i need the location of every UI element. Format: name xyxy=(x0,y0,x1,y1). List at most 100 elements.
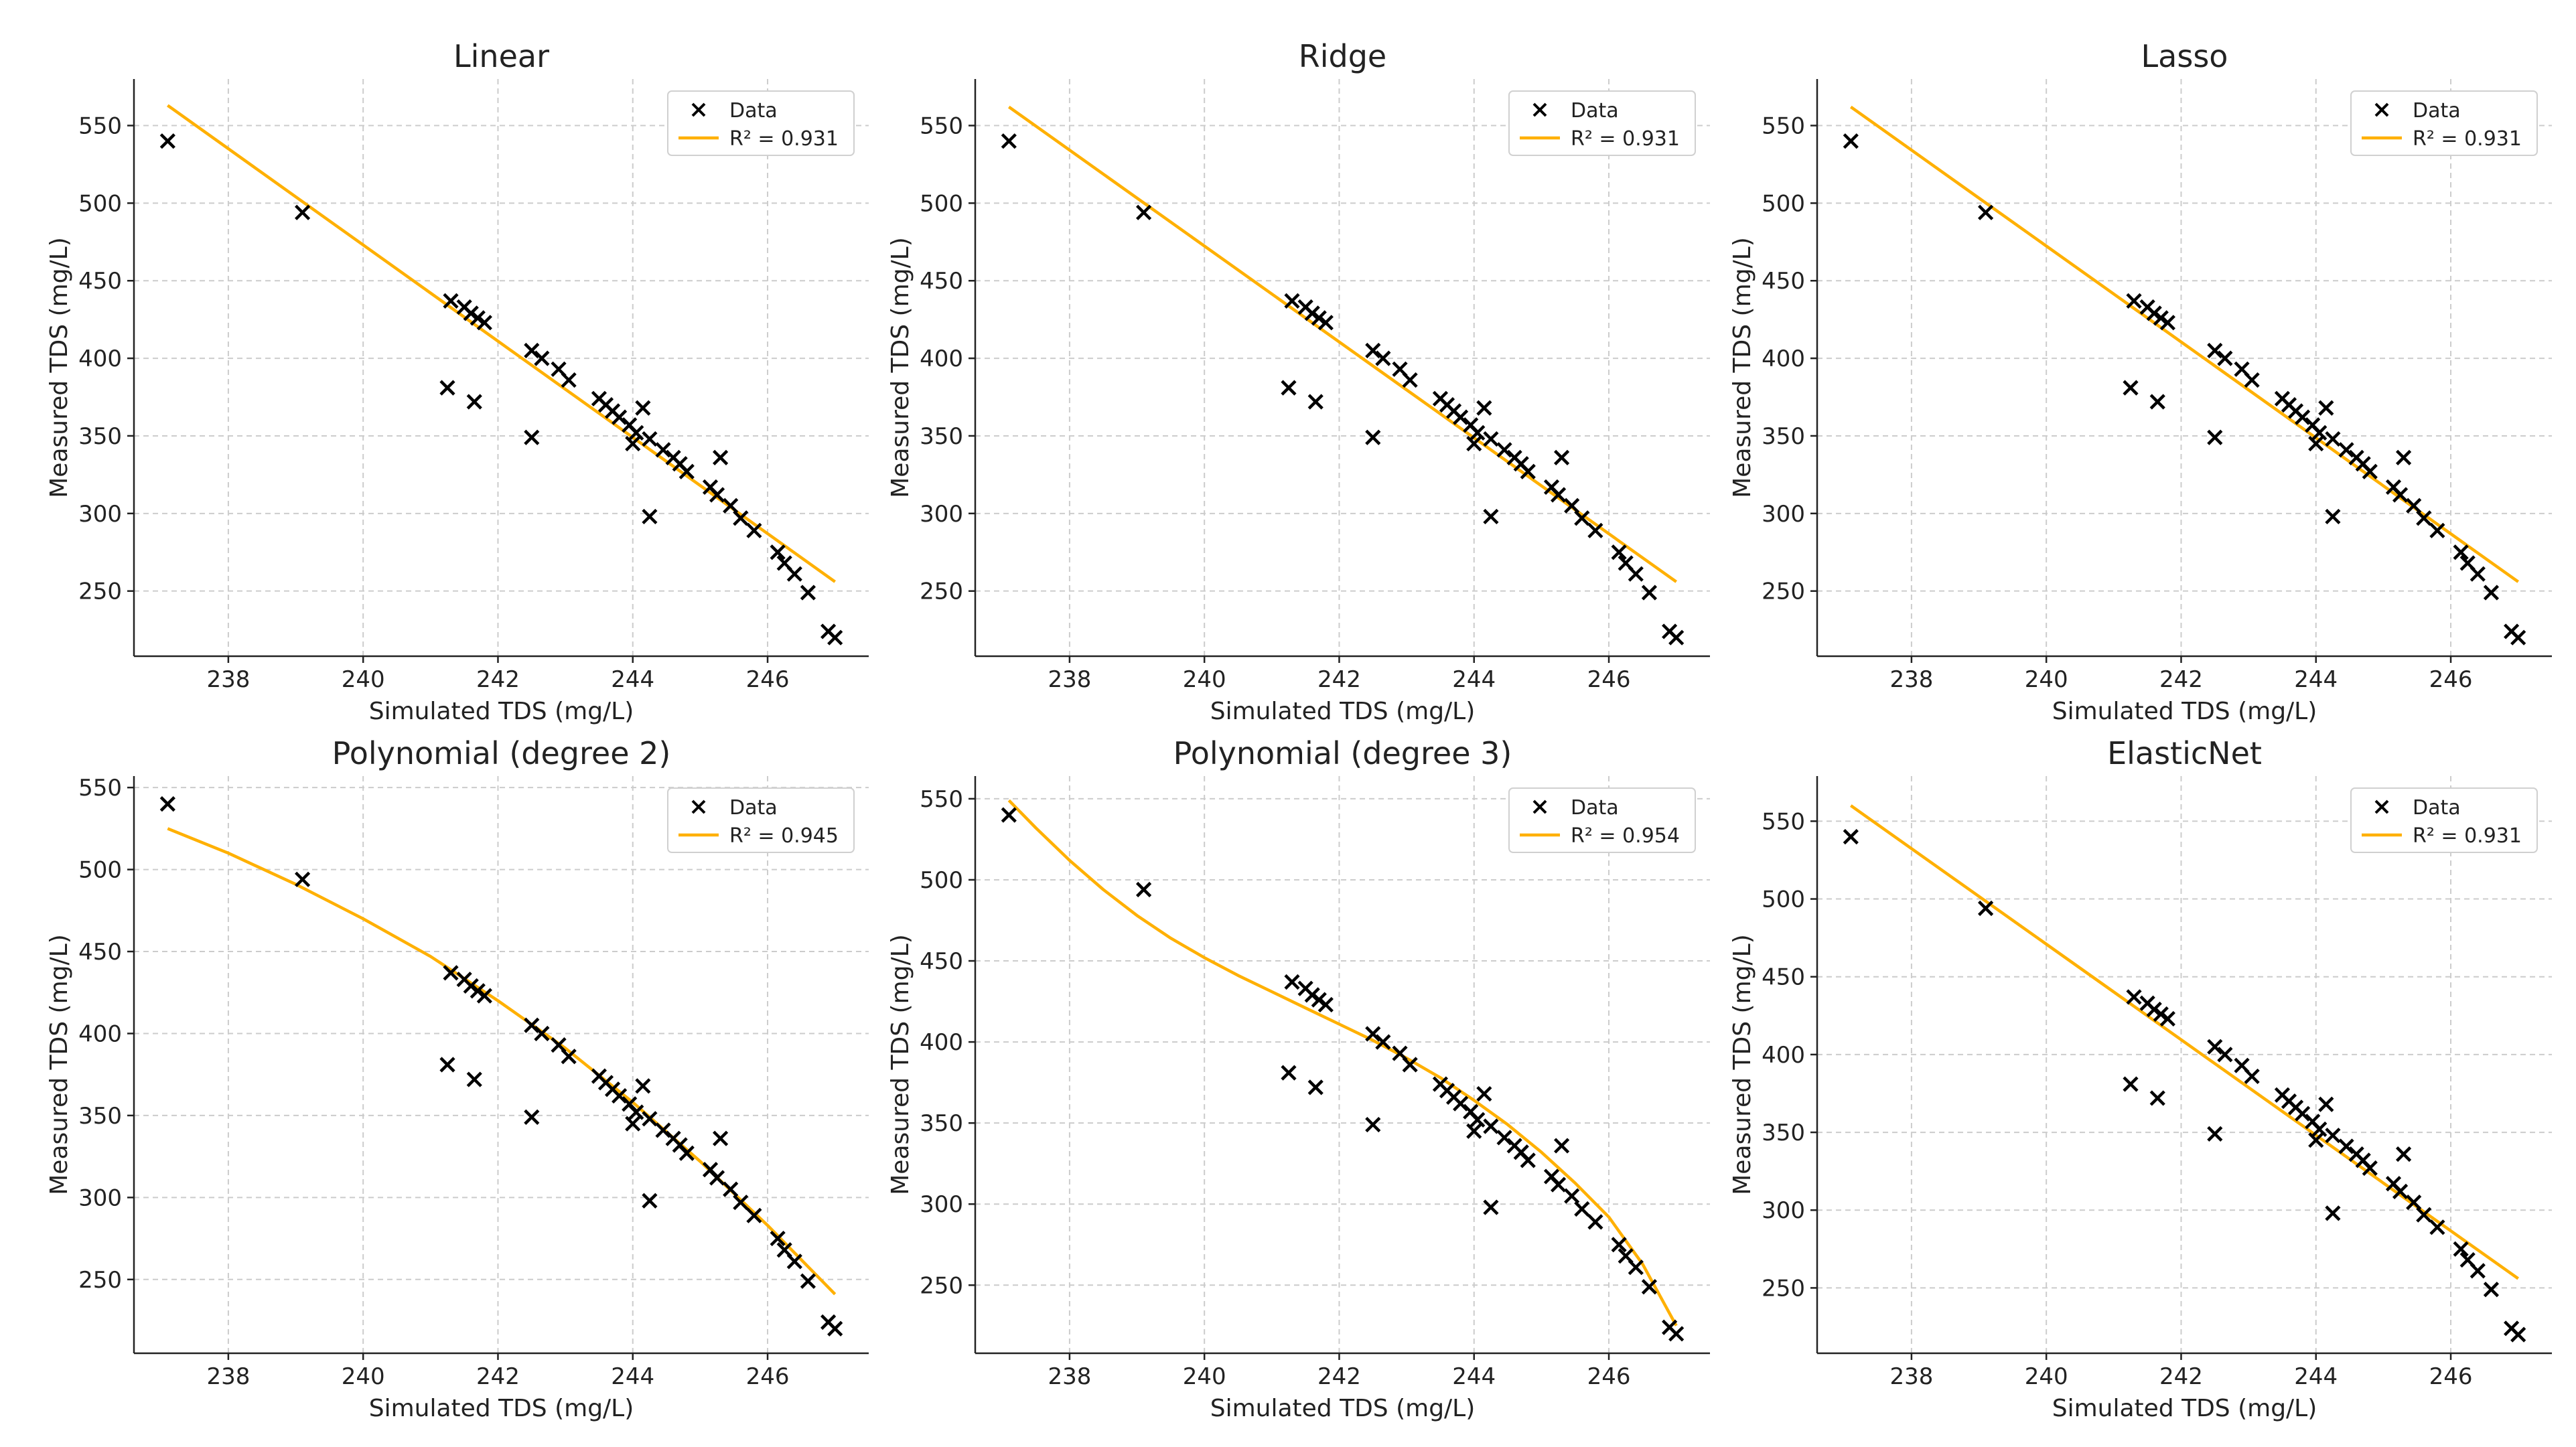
data-point xyxy=(1365,1116,1381,1133)
x-tick-label: 240 xyxy=(342,666,385,693)
data-point xyxy=(2429,1219,2445,1235)
data-point xyxy=(2149,1090,2165,1106)
legend: Data R² = 0.931 xyxy=(2350,787,2538,853)
data-point xyxy=(159,796,175,812)
y-tick-label: 550 xyxy=(1762,808,1805,835)
y-tick-label: 400 xyxy=(920,346,963,372)
data-point xyxy=(1281,380,1297,396)
legend-data-label: Data xyxy=(729,99,778,123)
data-point xyxy=(642,431,658,447)
legend: Data R² = 0.945 xyxy=(667,787,855,853)
y-tick-label: 550 xyxy=(78,775,122,802)
data-point xyxy=(678,1145,695,1161)
data-point xyxy=(2217,350,2233,366)
data-point xyxy=(1553,1138,1570,1154)
chart-title: ElasticNet xyxy=(2107,735,2262,771)
x-tick-label: 244 xyxy=(611,1363,654,1390)
y-tick-label: 350 xyxy=(1762,423,1805,450)
subplot-5: 238 240 242 244 246 250 300 350 400 450 500 550 Poly… xyxy=(887,735,1710,1422)
data-point xyxy=(2126,293,2142,309)
data-point xyxy=(1550,1176,1567,1193)
y-tick-label: 500 xyxy=(920,190,963,217)
x-tick-label: 238 xyxy=(1048,1363,1091,1390)
y-tick-label: 350 xyxy=(920,1110,963,1137)
data-point xyxy=(2362,463,2378,479)
data-point xyxy=(561,1049,577,1065)
data-point xyxy=(1587,1214,1603,1230)
fit-line xyxy=(1007,105,1678,583)
data-point xyxy=(2483,1282,2500,1298)
data-point xyxy=(2207,1126,2223,1142)
data-point xyxy=(1365,342,1381,359)
data-point xyxy=(1641,1279,1658,1295)
data-point xyxy=(2510,1326,2526,1343)
data-point xyxy=(2295,409,2311,425)
legend-fit-label: R² = 0.931 xyxy=(1571,127,1680,151)
data-point xyxy=(2207,1039,2223,1055)
y-tick-label: 550 xyxy=(1762,113,1805,140)
data-point xyxy=(2123,1076,2139,1092)
y-tick-label: 500 xyxy=(920,867,963,894)
legend: Data R² = 0.931 xyxy=(2350,90,2538,156)
data-point xyxy=(1843,829,1859,845)
data-point xyxy=(1641,585,1658,601)
data-point xyxy=(159,133,175,149)
data-point xyxy=(1483,431,1499,447)
data-point xyxy=(1550,487,1567,503)
data-point xyxy=(439,380,455,396)
data-point xyxy=(295,871,311,887)
data-point xyxy=(2244,1068,2260,1085)
data-point xyxy=(770,1230,786,1247)
data-point xyxy=(1453,409,1469,425)
fit-line xyxy=(1849,804,2520,1280)
y-tick-label: 400 xyxy=(920,1029,963,1056)
data-point xyxy=(2308,1132,2324,1148)
data-point xyxy=(1520,463,1536,479)
data-point xyxy=(2470,1263,2486,1279)
x-tick-label: 242 xyxy=(1317,666,1361,693)
y-tick-label: 250 xyxy=(920,1272,963,1299)
data-point xyxy=(2453,1241,2469,1257)
data-point xyxy=(524,1109,540,1125)
data-point xyxy=(1307,1079,1323,1095)
data-point xyxy=(2395,449,2412,465)
data-point xyxy=(561,372,577,388)
x-tick-label: 246 xyxy=(1587,1363,1631,1390)
subplot-4: 238 240 242 244 246 250 300 350 400 450 500 550 Poly… xyxy=(46,735,869,1422)
subplot-6: 238 240 242 244 246 250 300 350 400 450 500 550 Elas… xyxy=(1729,735,2552,1422)
data-point xyxy=(1574,510,1590,526)
y-tick-label: 250 xyxy=(1762,579,1805,605)
data-point xyxy=(1628,1260,1644,1276)
x-axis-label: Simulated TDS (mg/L) xyxy=(1210,698,1476,725)
data-point xyxy=(2325,508,2341,525)
y-tick-label: 400 xyxy=(78,346,122,372)
x-axis-label: Simulated TDS (mg/L) xyxy=(1210,1395,1476,1422)
data-point xyxy=(1587,522,1603,538)
data-point xyxy=(2416,1207,2432,1223)
data-point xyxy=(476,988,492,1004)
x-tick-label: 244 xyxy=(1452,666,1496,693)
legend: Data R² = 0.931 xyxy=(1508,90,1696,156)
data-point xyxy=(2207,429,2223,445)
legend-data-label: Data xyxy=(729,796,778,820)
chart-title: Linear xyxy=(453,38,549,74)
legend-fit-label: R² = 0.945 xyxy=(729,824,839,848)
data-point xyxy=(1136,881,1152,898)
subplot-2: 238 240 242 244 246 250 300 350 400 450 500 550 Ridg… xyxy=(887,38,1710,725)
subplot-1: 238 240 242 244 246 250 300 350 400 450 500 550 Line… xyxy=(46,38,869,725)
fit-line xyxy=(167,827,837,1296)
data-point xyxy=(2311,425,2328,441)
x-tick-label: 240 xyxy=(1183,666,1226,693)
data-point xyxy=(1470,425,1486,441)
y-tick-label: 350 xyxy=(920,423,963,450)
data-point xyxy=(746,1207,762,1223)
data-point xyxy=(2510,629,2526,645)
data-point xyxy=(2311,1121,2328,1138)
legend-data-marker xyxy=(2374,102,2389,117)
data-point xyxy=(723,1181,739,1197)
legend-data-marker xyxy=(691,102,706,117)
data-point xyxy=(2126,989,2142,1005)
data-point xyxy=(1843,133,1859,149)
data-point xyxy=(1628,566,1644,582)
